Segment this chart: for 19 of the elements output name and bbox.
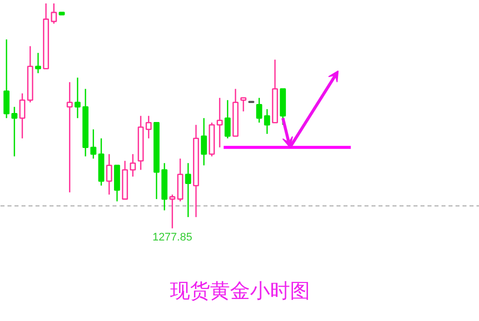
candlestick — [74, 76, 81, 119]
candlestick — [216, 97, 223, 148]
text: 现货黄金小时图 — [170, 278, 310, 302]
candlestick — [66, 81, 73, 193]
candlestick — [224, 99, 231, 140]
candlestick — [106, 153, 112, 196]
candlestick — [50, 2, 57, 24]
candlestick — [35, 52, 42, 74]
candlestick — [185, 162, 192, 218]
candlestick — [200, 117, 207, 166]
annotation: 1277.85 — [152, 231, 192, 244]
candlestick — [90, 128, 96, 160]
candlestick — [11, 106, 18, 158]
candlestick — [19, 92, 26, 140]
candlestick — [256, 97, 262, 124]
candlestick — [240, 97, 246, 112]
candlestick — [264, 108, 270, 135]
candlestick — [3, 38, 10, 119]
candlestick — [130, 153, 136, 178]
